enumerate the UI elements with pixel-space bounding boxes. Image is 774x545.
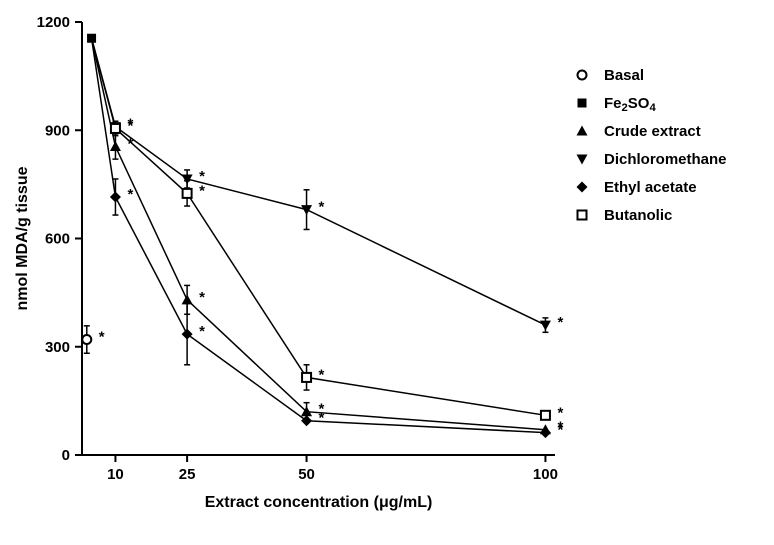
legend-marker-but — [578, 211, 587, 220]
marker-basal — [82, 335, 91, 344]
legend-label-ea: Ethyl acetate — [604, 179, 697, 196]
y-tick-label: 0 — [62, 447, 70, 464]
y-axis-label: nmol MDA/g tissue — [14, 166, 31, 310]
sig-marker: * — [319, 199, 325, 216]
sig-marker: * — [199, 289, 205, 306]
sig-marker: * — [557, 404, 563, 421]
y-tick-label: 600 — [45, 231, 70, 248]
x-tick-label: 10 — [107, 466, 124, 483]
marker-but — [111, 124, 120, 133]
x-tick-label: 50 — [298, 466, 315, 483]
sig-marker: * — [127, 186, 133, 203]
legend-marker-fe2so4 — [578, 99, 587, 108]
marker-fe2so4 — [87, 34, 96, 43]
sig-marker: * — [557, 314, 563, 331]
sig-marker: * — [199, 182, 205, 199]
legend-label-basal: Basal — [604, 67, 644, 84]
sig-marker: * — [319, 366, 325, 383]
x-tick-label: 25 — [179, 466, 196, 483]
chart-container: 0 300 600 900 1200 10 25 50 100 Extract concentra… — [0, 0, 774, 545]
marker-but — [541, 411, 550, 420]
legend-label-dcm: Dichloromethane — [604, 151, 727, 168]
sig-marker: * — [557, 422, 563, 439]
sig-marker: * — [319, 410, 325, 427]
legend-label-fe2so4: Fe2SO4 — [604, 95, 656, 114]
y-tick-label: 300 — [45, 339, 70, 356]
x-axis-label: Extract concentration (μg/mL) — [205, 494, 433, 511]
y-tick-label: 1200 — [37, 14, 70, 31]
line-chart: 0 300 600 900 1200 10 25 50 100 Extract concentra… — [0, 0, 774, 545]
legend-label-crude: Crude extract — [604, 123, 701, 140]
marker-but — [302, 373, 311, 382]
sig-marker: * — [127, 117, 133, 134]
marker-but — [183, 189, 192, 198]
legend-label-but: Butanolic — [604, 207, 672, 224]
x-tick-label: 100 — [533, 466, 558, 483]
sig-marker: * — [99, 329, 105, 346]
y-tick-label: 900 — [45, 122, 70, 139]
legend-marker-basal — [578, 71, 587, 80]
sig-marker: * — [127, 135, 133, 152]
sig-marker: * — [199, 323, 205, 340]
